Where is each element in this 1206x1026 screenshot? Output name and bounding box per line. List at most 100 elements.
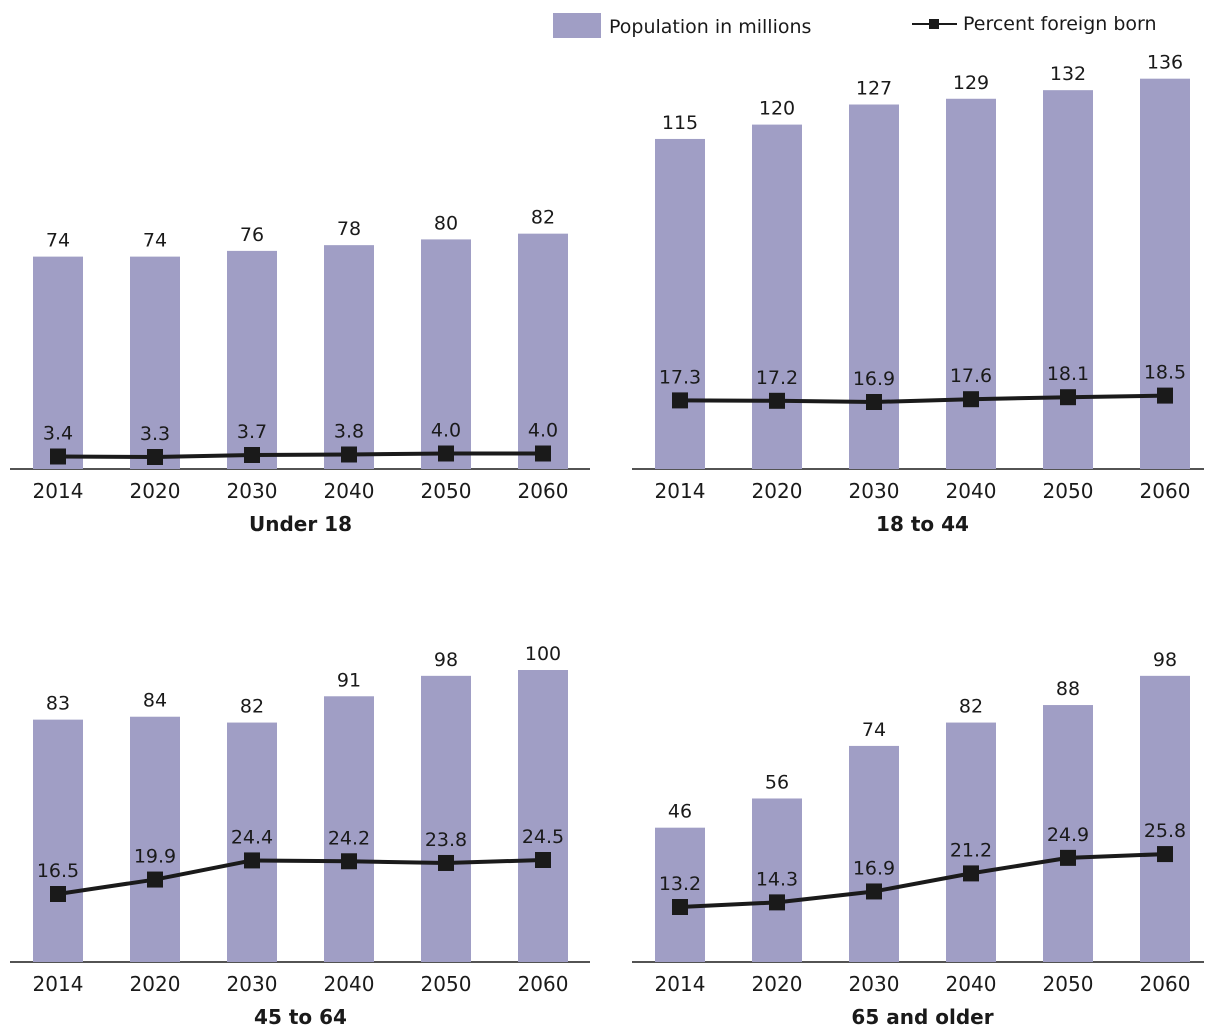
panel-18-to-44: 115 120 127 129 132 136 17.3 17.2 16.9 17.6 18.1 18… <box>632 52 1204 536</box>
line-marker <box>1157 846 1173 863</box>
x-tick-label: 2060 <box>1140 479 1191 503</box>
line-value-label: 25.8 <box>1144 820 1186 842</box>
line-under-18 <box>57 451 543 459</box>
bar-18-to-44-2040 <box>946 98 996 470</box>
line-value-label: 24.9 <box>1047 824 1089 846</box>
panel-under-18: 74 74 76 78 80 82 3.4 3.3 3.7 3.8 4.0 4.0 2014 2020 20… <box>10 207 590 536</box>
bar-under-18-2050 <box>421 239 471 469</box>
legend-bar-label: Population in millions <box>609 16 811 38</box>
bar-value-label: 82 <box>531 207 555 229</box>
bar-value-label: 74 <box>46 230 70 252</box>
x-tick-label: 2040 <box>324 479 375 503</box>
bar-value-label: 74 <box>143 230 167 252</box>
line-value-label: 17.3 <box>659 366 701 388</box>
line-marker <box>147 871 163 888</box>
bar-65-and-older-2040 <box>946 722 996 962</box>
line-marker <box>866 394 882 410</box>
x-tick-label: 2020 <box>130 479 181 503</box>
line-value-label: 18.1 <box>1047 363 1089 385</box>
panel-title: Under 18 <box>249 512 352 536</box>
panel-title: 65 and older <box>851 1005 993 1026</box>
line-value-label: 3.8 <box>334 421 364 443</box>
bar-65-and-older-2050 <box>1043 705 1093 962</box>
x-tick-label: 2014 <box>655 479 706 503</box>
x-tick-label: 2050 <box>421 479 472 503</box>
bar-under-18-2030 <box>227 250 277 469</box>
legend: Population in millions Percent foreign b… <box>553 13 1157 38</box>
bar-value-label: 136 <box>1147 52 1183 74</box>
x-tick-label: 2040 <box>324 972 375 996</box>
bar-under-18-2060 <box>518 233 568 469</box>
bar-18-to-44-2020 <box>752 124 802 469</box>
bar-45-to-64-2040 <box>324 696 374 962</box>
bar-value-label: 82 <box>959 696 983 718</box>
bar-18-to-44-2030 <box>849 104 899 469</box>
line-marker <box>341 853 357 870</box>
line-value-label: 3.4 <box>43 423 73 445</box>
x-tick-label: 2030 <box>227 479 278 503</box>
x-tick-label: 2020 <box>130 972 181 996</box>
line-value-label: 16.9 <box>853 857 895 879</box>
line-value-label: 24.2 <box>328 827 370 849</box>
line-marker <box>769 392 785 409</box>
line-marker <box>672 899 688 915</box>
bar-value-label: 78 <box>337 218 361 240</box>
line-marker <box>672 392 688 409</box>
x-tick-label: 2060 <box>518 972 569 996</box>
panel-title: 45 to 64 <box>254 1005 347 1026</box>
line-marker <box>438 854 454 871</box>
bar-value-label: 76 <box>240 224 264 246</box>
line-marker <box>50 448 66 465</box>
line-marker <box>535 852 551 868</box>
line-value-label: 14.3 <box>756 868 798 890</box>
line-value-label: 23.8 <box>425 829 467 851</box>
line-value-label: 4.0 <box>431 420 461 442</box>
line-value-label: 13.2 <box>659 873 701 895</box>
bar-45-to-64-2014 <box>33 719 83 962</box>
x-tick-label: 2030 <box>227 972 278 996</box>
bar-value-label: 82 <box>240 696 264 718</box>
bar-45-to-64-2030 <box>227 722 277 962</box>
bar-value-label: 84 <box>143 690 167 712</box>
bar-under-18-2040 <box>324 245 374 469</box>
x-tick-label: 2014 <box>655 972 706 996</box>
line-marker <box>244 852 260 869</box>
bar-45-to-64-2020 <box>130 716 180 962</box>
bar-value-label: 56 <box>765 771 789 793</box>
bar-65-and-older-2030 <box>849 745 899 962</box>
x-tick-label: 2050 <box>1043 479 1094 503</box>
bar-value-label: 127 <box>856 78 892 100</box>
line-value-label: 24.5 <box>522 826 564 848</box>
bar-value-label: 129 <box>953 72 989 94</box>
line-value-label: 17.6 <box>950 365 992 387</box>
bar-under-18-2020 <box>130 256 180 469</box>
x-tick-label: 2014 <box>33 972 84 996</box>
panel-65-and-older: 46 56 74 82 88 98 13.2 14.3 16.9 21.2 24.9 25.8 2014… <box>632 649 1204 1026</box>
line-marker <box>866 883 882 900</box>
bar-value-label: 91 <box>337 669 361 691</box>
bar-value-label: 80 <box>434 212 458 234</box>
bar-18-to-44-2014 <box>655 138 705 469</box>
x-tick-label: 2040 <box>946 479 997 503</box>
line-value-label: 4.0 <box>528 420 558 442</box>
line-marker <box>963 865 979 882</box>
bar-value-label: 88 <box>1056 678 1080 700</box>
line-value-label: 16.9 <box>853 368 895 390</box>
x-tick-label: 2020 <box>752 972 803 996</box>
line-value-label: 19.9 <box>134 846 176 868</box>
line-value-label: 21.2 <box>950 839 992 861</box>
bar-value-label: 132 <box>1050 63 1086 85</box>
line-65-and-older <box>679 852 1166 909</box>
x-tick-label: 2014 <box>33 479 84 503</box>
line-marker <box>244 447 260 463</box>
bar-65-and-older-2014 <box>655 827 705 962</box>
panel-45-to-64: 83 84 82 91 98 100 16.5 19.9 24.4 24.2 23.8 24.5 201… <box>10 643 590 1026</box>
line-marker <box>535 445 551 462</box>
x-tick-label: 2030 <box>849 972 900 996</box>
line-marker <box>1060 849 1076 866</box>
x-tick-label: 2040 <box>946 972 997 996</box>
x-tick-label: 2060 <box>518 479 569 503</box>
bar-65-and-older-2020 <box>752 798 802 962</box>
bar-under-18-2014 <box>33 256 83 469</box>
